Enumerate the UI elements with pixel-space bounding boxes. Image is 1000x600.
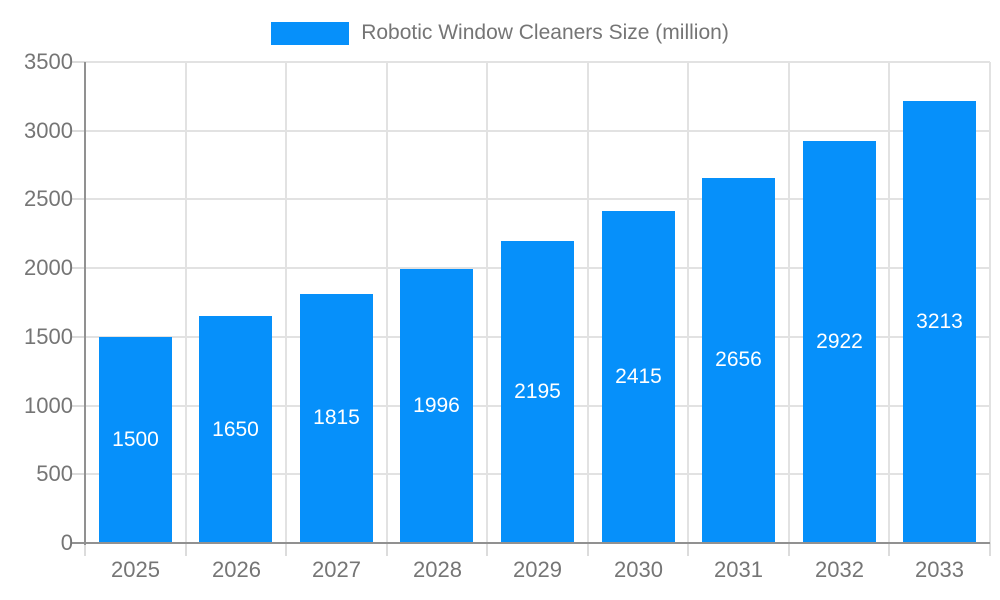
x-gridline [285, 62, 287, 543]
bar[interactable] [199, 316, 272, 542]
y-tick-mark [72, 473, 85, 475]
legend-label: Robotic Window Cleaners Size (million) [361, 21, 729, 44]
y-gridline [85, 61, 990, 63]
y-axis-tick-label: 3000 [24, 118, 73, 143]
bar[interactable] [602, 211, 675, 542]
x-gridline [989, 62, 991, 543]
y-tick-mark [72, 405, 85, 407]
x-tick-mark [788, 543, 790, 556]
x-axis-tick-label: 2029 [513, 557, 562, 582]
x-axis-tick-label: 2025 [111, 557, 160, 582]
x-axis-tick-label: 2030 [614, 557, 663, 582]
bar[interactable] [803, 141, 876, 542]
y-gridline [85, 198, 990, 200]
bar[interactable] [501, 241, 574, 542]
x-axis-tick-label: 2027 [312, 557, 361, 582]
x-gridline [687, 62, 689, 543]
y-axis-tick-label: 0 [60, 530, 73, 555]
x-tick-mark [587, 543, 589, 556]
y-gridline [85, 130, 990, 132]
y-axis-tick-label: 3500 [24, 49, 73, 74]
x-axis-tick-label: 2026 [212, 557, 261, 582]
x-axis-tick-label: 2032 [815, 557, 864, 582]
bar[interactable] [300, 294, 373, 542]
x-tick-mark [486, 543, 488, 556]
x-gridline [185, 62, 187, 543]
bar[interactable] [99, 337, 172, 542]
x-axis-tick-label: 2033 [915, 557, 964, 582]
x-gridline [788, 62, 790, 543]
y-tick-mark [72, 336, 85, 338]
y-tick-mark [72, 130, 85, 132]
legend[interactable]: Robotic Window Cleaners Size (million) [0, 21, 1000, 45]
x-tick-mark [185, 543, 187, 556]
bar[interactable] [702, 178, 775, 542]
bar[interactable] [903, 101, 976, 542]
y-tick-mark [72, 198, 85, 200]
y-axis-tick-label: 2000 [24, 255, 73, 280]
x-gridline [386, 62, 388, 543]
y-axis-tick-label: 2500 [24, 186, 73, 211]
x-tick-mark [989, 543, 991, 556]
x-tick-mark [687, 543, 689, 556]
x-gridline [587, 62, 589, 543]
x-tick-mark [888, 543, 890, 556]
y-axis-tick-label: 500 [36, 461, 73, 486]
x-tick-mark [285, 543, 287, 556]
x-gridline [486, 62, 488, 543]
legend-swatch-icon [271, 21, 350, 45]
x-axis-tick-label: 2031 [714, 557, 763, 582]
bar[interactable] [400, 269, 473, 542]
y-axis-tick-label: 1000 [24, 393, 73, 418]
y-axis-tick-label: 1500 [24, 324, 73, 349]
x-axis-line [72, 542, 990, 544]
x-gridline [888, 62, 890, 543]
y-tick-mark [72, 267, 85, 269]
y-tick-mark [72, 61, 85, 63]
y-axis-line [84, 62, 86, 545]
x-axis-tick-label: 2028 [413, 557, 462, 582]
x-tick-mark [84, 543, 86, 556]
x-tick-mark [386, 543, 388, 556]
